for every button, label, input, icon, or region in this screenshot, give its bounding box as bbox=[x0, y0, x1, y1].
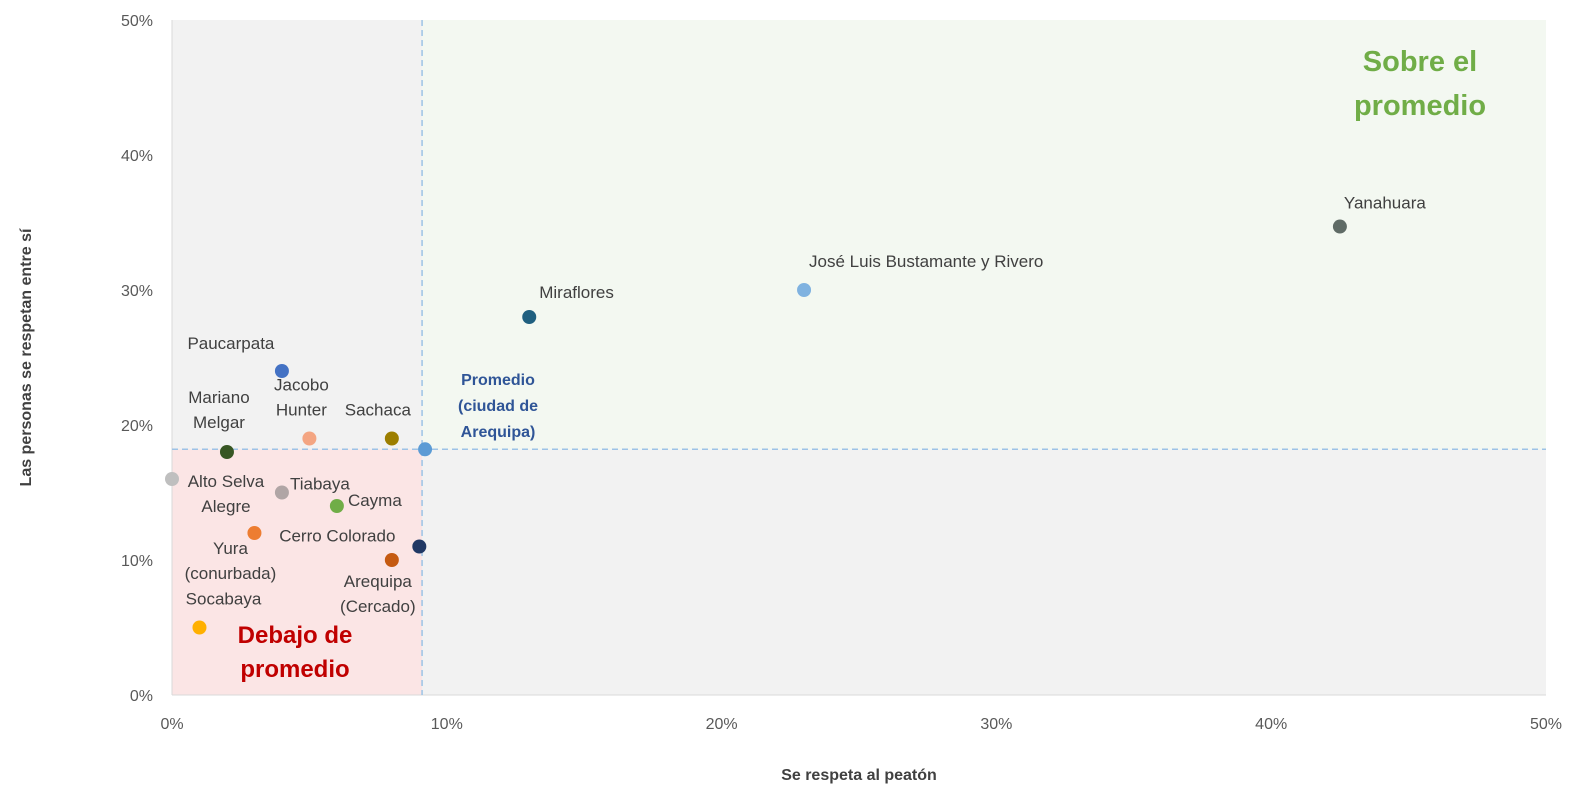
point-label: Tiabaya bbox=[290, 475, 350, 494]
point-label: Sachaca bbox=[345, 401, 412, 420]
data-point[interactable] bbox=[192, 620, 207, 635]
zone-above-label: Sobre el bbox=[1363, 46, 1477, 78]
data-point[interactable] bbox=[329, 499, 344, 513]
point-label: Paucarpata bbox=[187, 334, 274, 353]
data-point[interactable] bbox=[384, 431, 399, 446]
point-label: Alegre bbox=[201, 497, 250, 516]
data-point[interactable] bbox=[384, 553, 399, 567]
tick-labels: 0% 10% 20% 30% 40% 50% 0% 10% 20% 30% 40% 50% bbox=[121, 13, 1562, 733]
data-point[interactable] bbox=[274, 364, 289, 378]
point-label: (conurbada) bbox=[185, 564, 277, 583]
point-label: Socabaya bbox=[186, 590, 262, 609]
point-label: (Cercado) bbox=[340, 597, 416, 616]
y-tick-label: 40% bbox=[121, 148, 153, 165]
point-label: Yanahuara bbox=[1344, 194, 1426, 213]
x-tick-label: 10% bbox=[431, 716, 463, 733]
point-label: Yura bbox=[213, 539, 249, 558]
zone-above-label: promedio bbox=[1354, 90, 1486, 122]
average-point[interactable] bbox=[418, 442, 433, 457]
y-tick-label: 30% bbox=[121, 283, 153, 300]
y-tick-label: 0% bbox=[130, 688, 153, 705]
x-axis-title: Se respeta al peatón bbox=[781, 767, 937, 784]
point-labels-layer: Yanahuara José Luis Bustamante y Rivero Mi… bbox=[185, 194, 1427, 616]
zone-below-label: Debajo de bbox=[238, 622, 353, 649]
zones-layer bbox=[172, 20, 1546, 695]
annotations-layer: Promedio (ciudad de Arequipa) Sobre el prome… bbox=[238, 46, 1486, 683]
point-label: Cerro Colorado bbox=[279, 527, 395, 546]
point-label: Arequipa bbox=[344, 572, 413, 591]
data-point[interactable] bbox=[247, 526, 262, 540]
y-tick-label: 20% bbox=[121, 418, 153, 435]
y-tick-label: 10% bbox=[121, 553, 153, 570]
x-tick-label: 30% bbox=[980, 716, 1012, 733]
reference-lines bbox=[171, 20, 1546, 696]
y-axis-title: Las personas se respetan entre sí bbox=[18, 228, 35, 486]
data-point[interactable] bbox=[1332, 219, 1347, 234]
x-tick-label: 50% bbox=[1530, 716, 1562, 733]
point-label: Alto Selva bbox=[188, 472, 265, 491]
point-label: Melgar bbox=[193, 413, 245, 432]
x-tick-label: 20% bbox=[706, 716, 738, 733]
data-point[interactable] bbox=[274, 485, 289, 500]
data-point[interactable] bbox=[302, 431, 317, 446]
data-point[interactable] bbox=[412, 539, 427, 554]
average-label: (ciudad de bbox=[458, 398, 538, 415]
zone-above-average bbox=[422, 20, 1546, 450]
average-label: Arequipa) bbox=[461, 424, 536, 441]
data-point[interactable] bbox=[219, 445, 234, 459]
average-label: Promedio bbox=[461, 372, 535, 389]
data-point[interactable] bbox=[165, 472, 179, 486]
zone-below-average bbox=[172, 449, 423, 695]
point-label: Miraflores bbox=[539, 283, 614, 302]
point-label: Jacobo bbox=[274, 376, 329, 395]
data-point[interactable] bbox=[522, 310, 537, 324]
x-tick-label: 0% bbox=[160, 716, 183, 733]
point-label: Cayma bbox=[348, 491, 402, 510]
zone-below-label: promedio bbox=[240, 656, 349, 683]
x-tick-label: 40% bbox=[1255, 716, 1287, 733]
y-tick-label: 50% bbox=[121, 13, 153, 30]
point-label: Mariano bbox=[188, 388, 249, 407]
point-label: José Luis Bustamante y Rivero bbox=[809, 252, 1043, 271]
point-label: Hunter bbox=[276, 401, 327, 420]
data-point[interactable] bbox=[797, 283, 812, 297]
points-layer bbox=[165, 219, 1347, 635]
